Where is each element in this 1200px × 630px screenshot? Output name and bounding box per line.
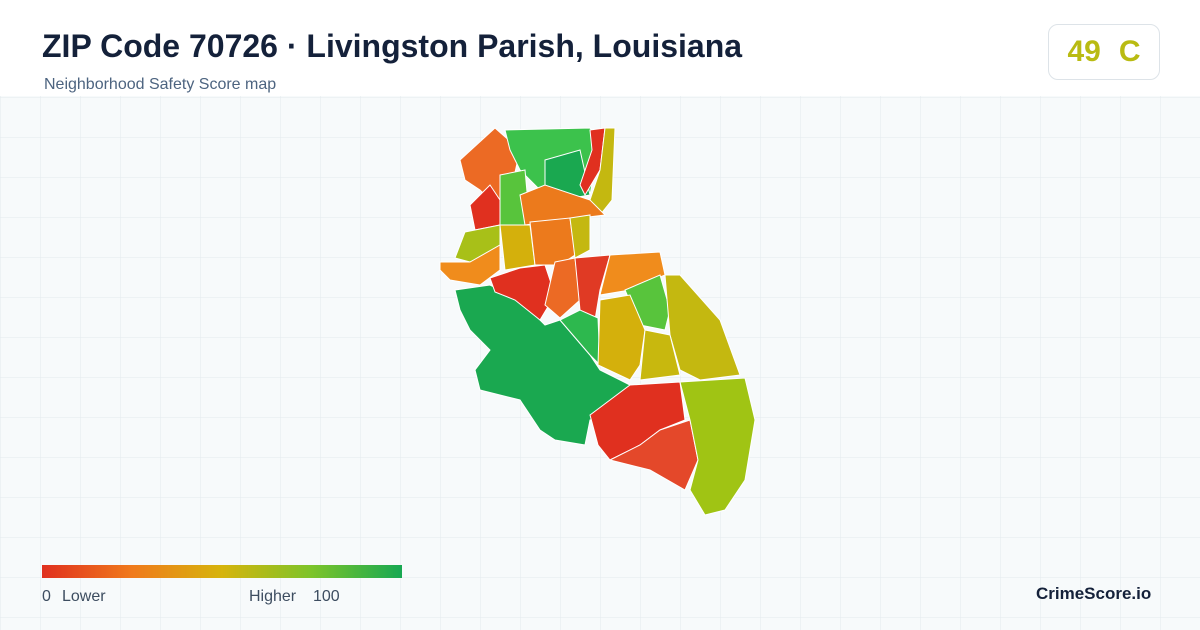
legend-max: 100 <box>313 588 340 605</box>
legend-min-label: Lower <box>62 588 106 605</box>
legend-max-label: Higher <box>249 588 297 605</box>
score-grade: C <box>1118 35 1141 68</box>
legend-bar <box>42 565 402 578</box>
legend-min: 0 <box>42 588 51 605</box>
score-badge: 49 C <box>1048 24 1160 80</box>
brand: CrimeScore.io <box>1036 584 1152 603</box>
score-value: 49 <box>1067 35 1101 68</box>
subtitle: Neighborhood Safety Score map <box>44 76 277 93</box>
title: ZIP Code 70726 · Livingston Parish, Loui… <box>42 28 743 64</box>
header-bg <box>0 0 1200 96</box>
zip-areas <box>439 127 756 516</box>
